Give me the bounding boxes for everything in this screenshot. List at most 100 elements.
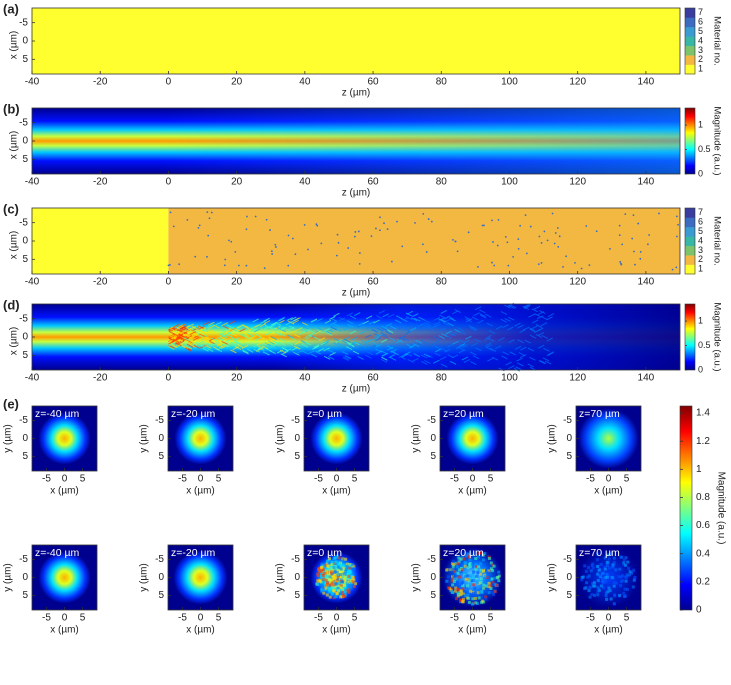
- y-axis-label: y (µm): [3, 563, 14, 592]
- speckle: [340, 580, 344, 584]
- speckle: [458, 575, 462, 579]
- speckle: [606, 553, 610, 557]
- speckle: [177, 340, 185, 345]
- speckle: [484, 342, 492, 347]
- colorbar-label: Magnitude (a.u.): [711, 106, 722, 175]
- speckle: [484, 337, 491, 342]
- speckle: [387, 313, 395, 318]
- y-tick-label: 0: [566, 433, 572, 444]
- speckle: [605, 597, 609, 601]
- speckle: [452, 563, 456, 567]
- x-tick-label: -5: [19, 217, 28, 228]
- speckle: [288, 325, 296, 330]
- speckle: [357, 323, 364, 328]
- speckle: [402, 337, 409, 342]
- speckle: [376, 327, 384, 332]
- speckle: [346, 580, 350, 584]
- speckle: [259, 323, 267, 328]
- speckle: [588, 595, 592, 599]
- z-tick-label: 100: [501, 277, 518, 288]
- scatterer: [198, 224, 201, 227]
- speckle: [487, 591, 491, 595]
- x-tick-label: 5: [216, 474, 222, 485]
- speckle: [364, 339, 372, 344]
- speckle: [348, 563, 352, 567]
- speckle: [479, 309, 486, 314]
- scatterer: [491, 219, 493, 222]
- speckle: [445, 568, 449, 572]
- scatterer: [525, 252, 528, 255]
- speckle: [596, 586, 600, 590]
- speckle: [336, 342, 344, 347]
- x-tick-label: 5: [352, 474, 358, 485]
- speckle: [413, 353, 421, 358]
- speckle: [348, 346, 356, 351]
- speckle: [296, 326, 304, 331]
- scatterer: [271, 253, 274, 255]
- speckle: [487, 557, 491, 561]
- speckle: [333, 573, 337, 577]
- speckle: [514, 346, 522, 350]
- colorbar-tick-label: 2: [698, 54, 703, 64]
- speckle: [476, 555, 480, 559]
- speckle: [385, 323, 392, 327]
- speckle: [536, 315, 544, 320]
- speckle: [603, 556, 607, 560]
- speckle: [294, 341, 301, 346]
- speckle: [497, 579, 501, 583]
- speckle: [451, 567, 455, 571]
- speckle: [421, 361, 428, 365]
- colorbar-label: Material no.: [711, 216, 722, 266]
- colorbar-tick-label: 0.6: [696, 520, 710, 531]
- speckle: [596, 572, 600, 576]
- scatterer: [546, 239, 549, 242]
- scatterer: [172, 225, 175, 228]
- colorbar-swatch: [685, 217, 695, 228]
- speckle: [476, 602, 480, 606]
- scatterer: [454, 240, 457, 243]
- colorbar-tick-label: 0: [698, 168, 703, 178]
- speckle: [326, 559, 330, 563]
- scatterer: [619, 261, 622, 263]
- speckle: [221, 336, 228, 341]
- speckle: [450, 589, 454, 593]
- speckle: [250, 327, 258, 332]
- slice-title: z=-20 µm: [171, 408, 216, 420]
- speckle: [457, 593, 461, 597]
- speckle: [342, 584, 346, 588]
- speckle: [278, 332, 286, 337]
- speckle: [321, 568, 325, 572]
- scatterer: [477, 265, 479, 268]
- speckle: [593, 584, 597, 588]
- speckle: [222, 343, 230, 347]
- colorbar-swatch: [685, 64, 695, 75]
- speckle: [332, 566, 336, 570]
- speckle: [620, 555, 624, 559]
- speckle: [469, 582, 473, 586]
- y-tick-label: 0: [566, 572, 572, 583]
- speckle: [380, 332, 387, 337]
- speckle: [615, 581, 619, 585]
- colorbar-tick-label: 1: [698, 119, 703, 129]
- x-tick-label: -5: [19, 117, 28, 128]
- speckle: [188, 342, 195, 347]
- speckle: [486, 346, 494, 351]
- speckle: [294, 345, 301, 350]
- scatterer: [206, 211, 209, 213]
- scatterer: [543, 230, 546, 233]
- speckle: [491, 356, 499, 361]
- scatterer: [307, 248, 309, 251]
- speckle: [281, 347, 289, 352]
- scatterer: [562, 265, 564, 268]
- colorbar-tick-label: 1: [698, 264, 703, 274]
- speckle: [630, 571, 634, 575]
- speckle: [500, 311, 508, 316]
- speckle: [341, 339, 348, 344]
- speckle: [486, 571, 490, 575]
- scatterer: [207, 234, 210, 237]
- speckle: [425, 325, 432, 330]
- speckle: [587, 574, 591, 578]
- speckle: [343, 327, 350, 331]
- speckle: [414, 317, 421, 322]
- speckle: [236, 325, 244, 329]
